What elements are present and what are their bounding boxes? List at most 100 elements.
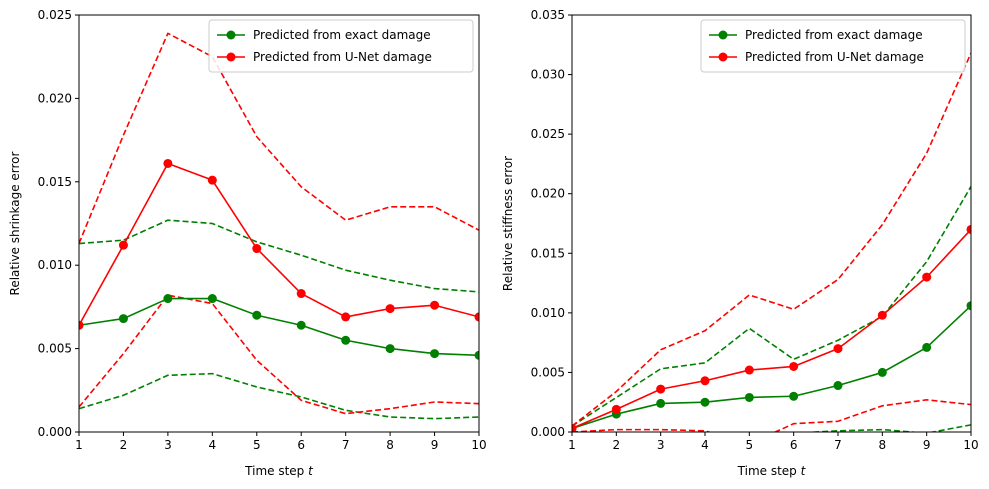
- x-tick-label: 8: [386, 438, 394, 452]
- data-point: [252, 244, 262, 254]
- series-band-line: [79, 372, 479, 420]
- chart-shrinkage-error: 1 2 3 4 5 6 7 8 9 10 0.000 0.005 0.010 0.015 0.020 0.02…: [8, 8, 487, 478]
- data-point: [163, 158, 173, 168]
- series-line: [79, 162, 479, 326]
- series-band-line: [79, 32, 479, 244]
- legend: Predicted from exact damage Predicted fro…: [208, 19, 474, 73]
- data-point: [922, 342, 932, 352]
- y-tick-label: 0.020: [38, 91, 72, 105]
- legend-swatch-marker: [226, 30, 236, 40]
- y-tick-label: 0.000: [531, 425, 565, 439]
- data-point: [341, 312, 351, 322]
- y-tick-label: 0.025: [38, 8, 72, 22]
- x-tick-label: 8: [879, 438, 887, 452]
- data-point: [341, 335, 351, 345]
- data-point: [789, 391, 799, 401]
- x-axis-label: Time step t: [737, 464, 807, 478]
- x-tick-label: 2: [613, 438, 621, 452]
- series-band-line: [79, 219, 479, 293]
- data-point: [656, 384, 666, 394]
- x-tick-label: 9: [431, 438, 439, 452]
- legend-box: [208, 19, 474, 73]
- plot-area: [79, 32, 479, 420]
- y-axis-label: Relative stiffness error: [501, 156, 515, 291]
- data-point: [474, 312, 479, 322]
- data-point: [296, 320, 306, 330]
- data-point: [700, 376, 710, 386]
- data-point: [118, 314, 128, 324]
- data-point: [877, 367, 887, 377]
- x-tick-label: 6: [297, 438, 305, 452]
- data-point: [833, 344, 843, 354]
- y-tick-label: 0.015: [38, 175, 72, 189]
- series-band-line: [79, 294, 479, 415]
- y-tick-label: 0.035: [531, 8, 565, 22]
- data-point: [966, 301, 971, 311]
- data-point: [79, 320, 84, 330]
- x-tick-label: 5: [253, 438, 261, 452]
- legend-entry-label: Predicted from exact damage: [253, 28, 431, 42]
- x-tick-label: 3: [164, 438, 172, 452]
- y-axis-label: Relative shrinkage error: [8, 151, 22, 295]
- x-tick-label: 1: [568, 438, 576, 452]
- x-axis-label-variable: t: [801, 464, 807, 478]
- legend: Predicted from exact damage Predicted fro…: [700, 19, 966, 73]
- data-point: [474, 350, 479, 360]
- data-point: [700, 397, 710, 407]
- x-axis-label-text: Time step: [737, 464, 801, 478]
- x-tick-label: 4: [209, 438, 217, 452]
- series-line: [79, 297, 479, 357]
- legend-entry-label: Predicted from exact damage: [745, 28, 923, 42]
- series-line: [572, 228, 971, 430]
- y-tick-label: 0.010: [38, 258, 72, 272]
- legend-swatch-marker: [718, 30, 728, 40]
- series-band-line: [572, 52, 971, 427]
- axes-frame: [78, 14, 480, 433]
- series-line: [572, 305, 971, 430]
- data-point: [296, 289, 306, 299]
- x-tick-label: 10: [471, 438, 486, 452]
- y-tick-label: 0.020: [531, 187, 565, 201]
- x-tick-label: 7: [834, 438, 842, 452]
- x-tick-label: 4: [701, 438, 709, 452]
- data-point: [877, 310, 887, 320]
- y-tick-label: 0.000: [38, 425, 72, 439]
- data-point: [744, 365, 754, 375]
- y-tick-label: 0.025: [531, 127, 565, 141]
- data-point: [252, 310, 262, 320]
- data-point: [207, 175, 217, 185]
- x-axis-label: Time step t: [244, 464, 314, 478]
- data-point: [430, 349, 440, 359]
- y-tick-label: 0.010: [531, 306, 565, 320]
- x-tick-label: 2: [120, 438, 128, 452]
- data-point: [118, 240, 128, 250]
- data-point: [789, 361, 799, 371]
- data-point: [207, 294, 217, 304]
- data-point: [922, 272, 932, 282]
- legend-entry-label: Predicted from U-Net damage: [745, 50, 924, 64]
- x-tick-label: 1: [75, 438, 83, 452]
- x-axis-label-text: Time step: [244, 464, 308, 478]
- data-point: [656, 398, 666, 408]
- y-tick-label: 0.005: [38, 342, 72, 356]
- y-tick-label: 0.015: [531, 246, 565, 260]
- legend-swatch-marker: [226, 52, 236, 62]
- x-axis-label-variable: t: [308, 464, 314, 478]
- data-point: [385, 304, 395, 314]
- legend-swatch-marker: [718, 52, 728, 62]
- data-point: [430, 300, 440, 310]
- x-tick-label: 9: [923, 438, 931, 452]
- y-tick-label: 0.005: [531, 365, 565, 379]
- data-point: [744, 392, 754, 402]
- axes-frame: [571, 14, 972, 433]
- x-tick-label: 3: [657, 438, 665, 452]
- data-point: [163, 294, 173, 304]
- data-point: [966, 224, 971, 234]
- legend-entry-label: Predicted from U-Net damage: [253, 50, 432, 64]
- x-tick-label: 7: [342, 438, 350, 452]
- series-band-line: [800, 424, 971, 432]
- data-point: [833, 381, 843, 391]
- x-tick-label: 6: [790, 438, 798, 452]
- data-point: [611, 404, 621, 414]
